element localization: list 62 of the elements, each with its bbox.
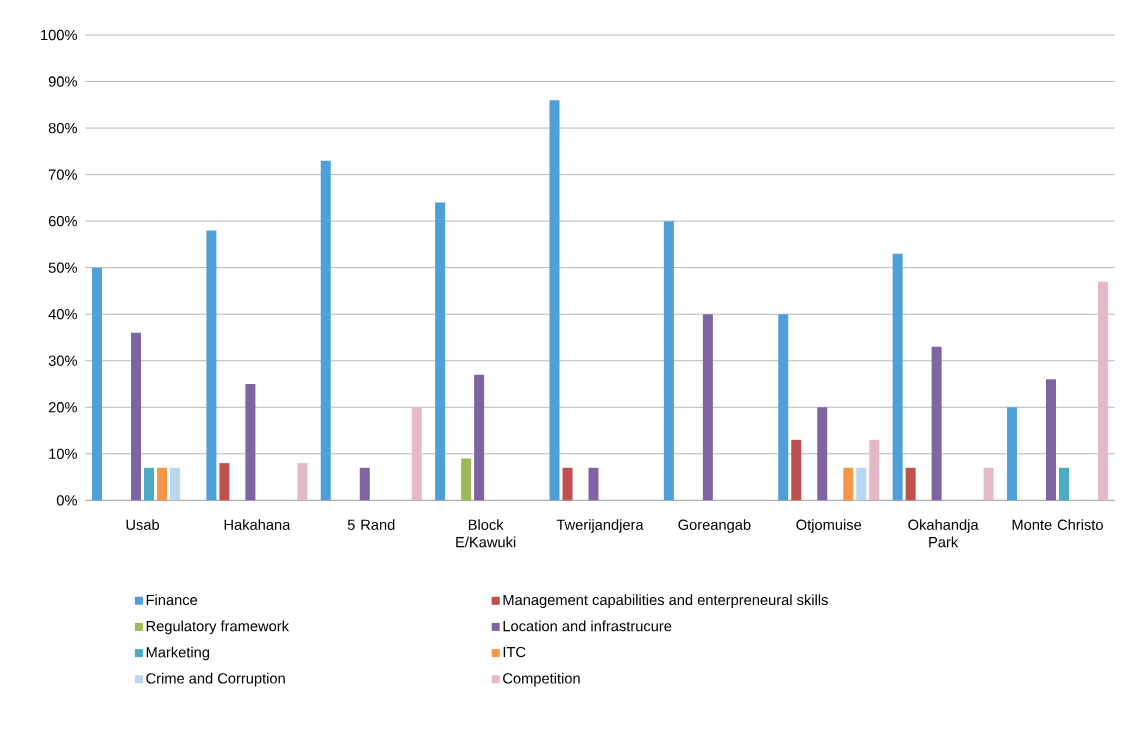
bar bbox=[856, 467, 867, 501]
bar bbox=[562, 467, 573, 501]
bar bbox=[549, 100, 560, 501]
legend-label: Location and infrastrucure bbox=[503, 620, 672, 632]
bar bbox=[320, 160, 331, 501]
bar bbox=[435, 202, 446, 501]
x-tick-label: Block E/Kawuki bbox=[456, 519, 516, 548]
bar bbox=[791, 439, 802, 501]
bar bbox=[892, 253, 903, 501]
x-tick-label: Monte Christo bbox=[1012, 519, 1103, 530]
bar bbox=[245, 384, 256, 501]
bar bbox=[663, 221, 674, 501]
y-tick-label: 50% bbox=[48, 262, 77, 273]
bar bbox=[144, 467, 155, 501]
bar bbox=[817, 407, 828, 501]
legend-label: Competition bbox=[503, 672, 580, 687]
bar bbox=[1045, 379, 1056, 501]
y-tick-label: 40% bbox=[48, 309, 77, 320]
bar bbox=[702, 314, 713, 501]
y-tick-label: 60% bbox=[48, 215, 77, 227]
y-tick-label: 30% bbox=[48, 355, 77, 366]
y-tick-label: 100% bbox=[41, 29, 77, 41]
x-tick-label: Usab bbox=[126, 519, 160, 530]
bar bbox=[131, 332, 142, 501]
bar bbox=[1058, 467, 1069, 501]
bar bbox=[170, 467, 181, 501]
y-tick-label: 0% bbox=[56, 495, 77, 506]
legend-label: Crime and Corruption bbox=[146, 672, 285, 687]
x-tick-label: 5 Rand bbox=[347, 519, 395, 530]
bar bbox=[843, 467, 854, 501]
x-tick-label: Goreangab bbox=[678, 519, 751, 533]
bar bbox=[588, 467, 599, 501]
bar bbox=[92, 267, 103, 501]
legend-label: ITC bbox=[503, 646, 526, 658]
bar bbox=[206, 230, 217, 501]
bar bbox=[869, 439, 880, 501]
bar bbox=[297, 463, 308, 501]
legend-label: Regulatory framework bbox=[146, 620, 290, 635]
x-tick-label: Hakahana bbox=[224, 519, 291, 530]
bar bbox=[219, 463, 230, 501]
bar bbox=[474, 374, 485, 501]
legend-label: Management capabilities and enterpreneural skills bbox=[503, 594, 828, 609]
bar bbox=[931, 346, 942, 501]
y-tick-label: 10% bbox=[49, 448, 77, 459]
bar bbox=[1097, 281, 1108, 501]
legend-label: Finance bbox=[146, 594, 198, 606]
bar bbox=[157, 467, 168, 501]
y-tick-label: 70% bbox=[48, 169, 77, 180]
y-tick-label: 80% bbox=[48, 122, 77, 134]
legend-label: Marketing bbox=[146, 646, 210, 661]
x-tick-label: Otjomuise bbox=[796, 519, 862, 533]
y-tick-label: 90% bbox=[48, 76, 77, 87]
bar bbox=[411, 407, 422, 501]
bar bbox=[983, 467, 994, 501]
bar bbox=[359, 467, 370, 501]
x-tick-label: Okahandja Park bbox=[908, 519, 979, 548]
bar bbox=[778, 314, 789, 501]
y-tick-label: 20% bbox=[48, 402, 77, 413]
bar bbox=[1006, 407, 1017, 501]
x-tick-label: Twerijandjera bbox=[556, 519, 644, 533]
bar bbox=[461, 458, 472, 501]
bar bbox=[905, 467, 916, 501]
